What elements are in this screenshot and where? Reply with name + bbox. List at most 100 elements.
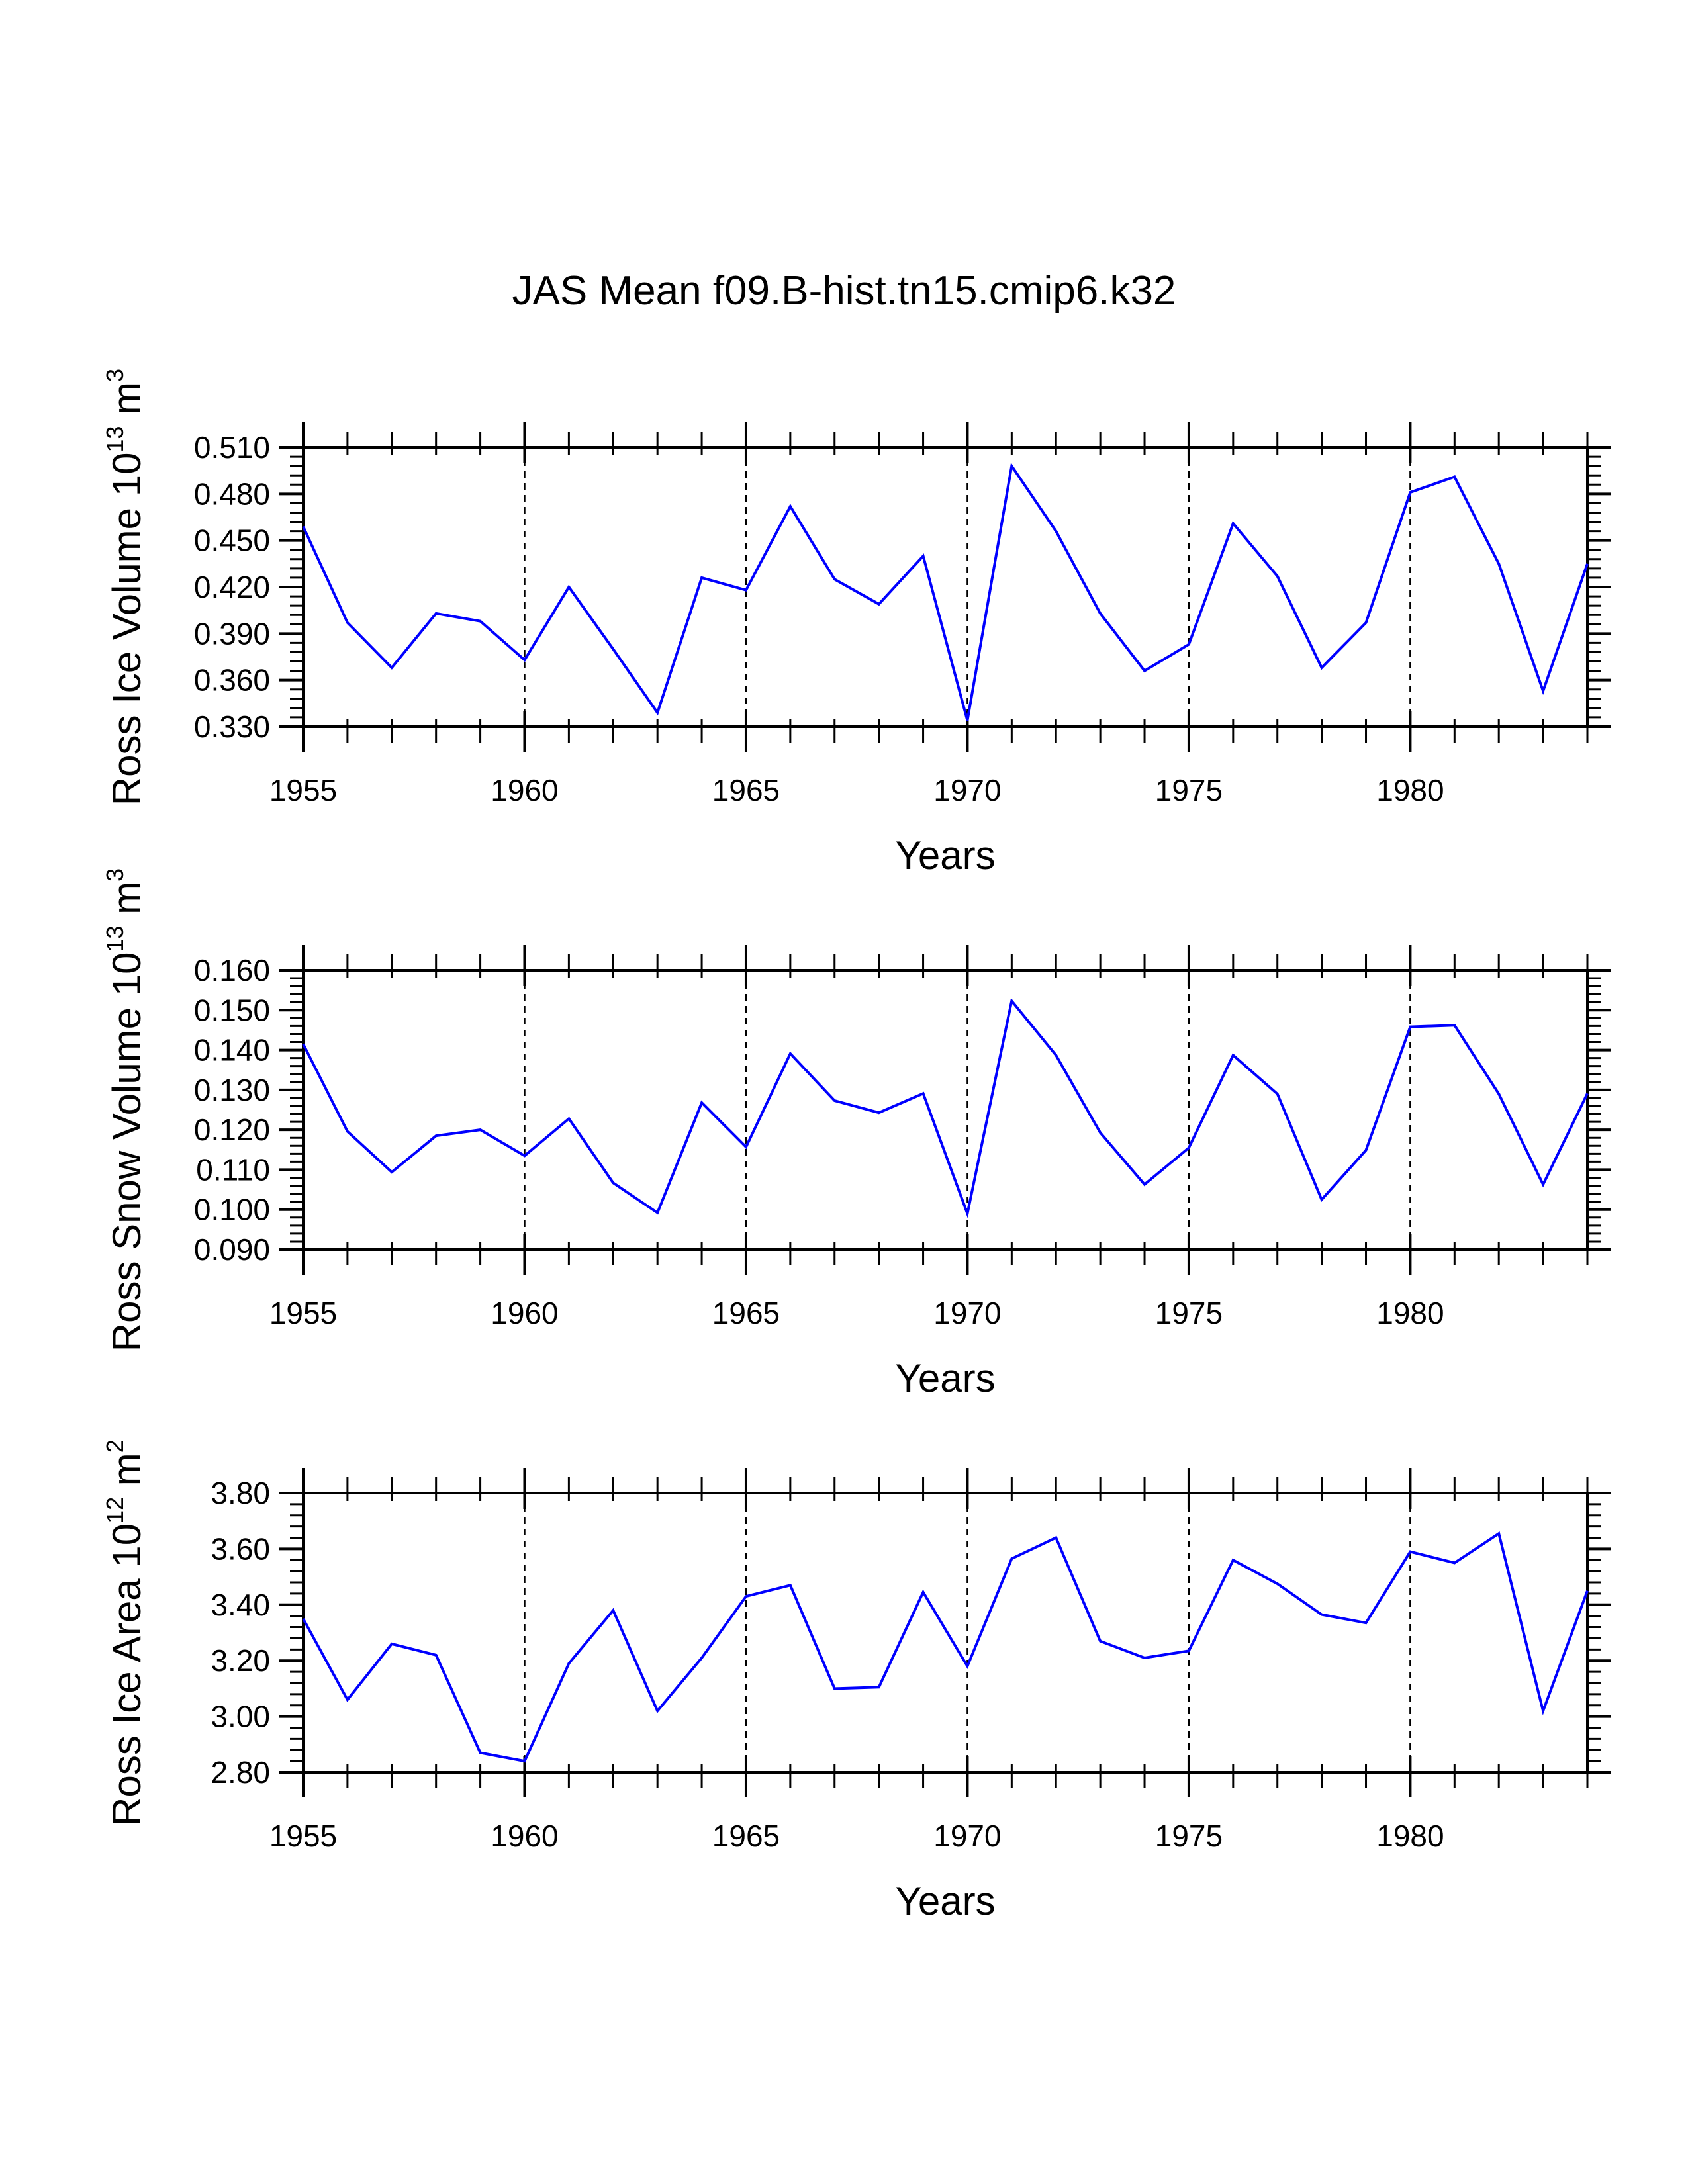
ross-snow-volume-point-1977 — [1276, 1092, 1280, 1096]
ross-ice-area-y-axis-title-unit-exp: 2 — [101, 1439, 128, 1453]
ross-ice-area-point-1984 — [1585, 1589, 1589, 1593]
ross-snow-volume-xtick-label: 1970 — [933, 1296, 1001, 1330]
ross-snow-volume-point-1959 — [479, 1128, 483, 1132]
ross-ice-area-point-1973 — [1098, 1639, 1102, 1643]
ross-ice-area-point-1963 — [655, 1709, 659, 1713]
ross-ice-area-point-1969 — [921, 1590, 925, 1594]
ross-ice-volume-point-1979 — [1364, 621, 1368, 625]
ross-ice-volume-point-1974 — [1143, 669, 1147, 673]
ross-ice-area-point-1958 — [434, 1653, 438, 1657]
ross-ice-area-panel: 2.80 3.00 3.20 3.40 3.60 3.80 1955 1960 1965 1970… — [101, 1439, 1611, 1923]
ross-snow-volume-ytick-label: 0.160 — [194, 953, 270, 987]
ross-ice-volume-point-1970 — [965, 719, 969, 723]
ross-snow-volume-xtick-label: 1960 — [491, 1296, 558, 1330]
ross-ice-area-y-axis-title-exp: 12 — [101, 1497, 128, 1524]
ross-ice-volume-point-1963 — [655, 711, 659, 715]
ross-ice-volume-point-1975 — [1187, 643, 1191, 647]
ross-snow-volume-series-line — [302, 997, 1589, 1218]
ross-snow-volume-ytick-label: 0.130 — [194, 1073, 270, 1107]
ross-ice-volume-xtick-label: 1975 — [1155, 773, 1223, 807]
ross-ice-volume-xtick-label: 1980 — [1376, 773, 1444, 807]
ross-snow-volume-point-1956 — [346, 1130, 350, 1134]
ross-ice-area-ytick-label: 3.40 — [211, 1588, 270, 1622]
ross-snow-volume-point-1966 — [788, 1052, 792, 1056]
ross-ice-area-point-1966 — [788, 1583, 792, 1587]
ross-ice-area-point-1967 — [833, 1686, 837, 1690]
ross-ice-volume-x-axis-title: Years — [895, 833, 995, 878]
ross-snow-volume-point-1958 — [434, 1134, 438, 1138]
ross-ice-volume-series-line — [302, 462, 1589, 721]
ross-ice-area-point-1959 — [479, 1751, 483, 1754]
ross-snow-volume-ytick-label: 0.120 — [194, 1113, 270, 1147]
ross-snow-volume-x-axis-title: Years — [895, 1356, 995, 1400]
ross-ice-area-ytick-label: 3.60 — [211, 1531, 270, 1566]
ross-snow-volume-point-1962 — [611, 1181, 615, 1185]
ross-ice-area-point-1975 — [1187, 1649, 1191, 1653]
ross-ice-volume-point-1982 — [1497, 562, 1501, 566]
ross-ice-area-point-1961 — [567, 1661, 571, 1665]
ross-snow-volume-point-1972 — [1054, 1053, 1058, 1057]
ross-snow-volume-ytick-label: 0.090 — [194, 1232, 270, 1267]
ross-snow-volume-point-1983 — [1541, 1183, 1545, 1187]
ross-ice-volume-point-1959 — [479, 619, 483, 623]
ross-snow-volume-point-1973 — [1098, 1130, 1102, 1134]
ross-snow-volume-panel: 0.090 0.100 0.110 0.120 0.130 0.140 0.150 0.160… — [101, 868, 1611, 1400]
ross-ice-volume-point-1956 — [346, 621, 350, 625]
ross-snow-volume-point-1974 — [1143, 1183, 1147, 1187]
ross-ice-area-point-1960 — [522, 1759, 526, 1763]
ross-snow-volume-point-1969 — [921, 1091, 925, 1095]
ross-snow-volume-y-axis-title-base: Ross Snow Volume 10 — [105, 952, 149, 1352]
ross-ice-area-point-1972 — [1054, 1536, 1058, 1540]
ross-snow-volume-point-1970 — [965, 1212, 969, 1216]
ross-ice-area-point-1955 — [301, 1617, 305, 1621]
ross-ice-area-point-1957 — [390, 1642, 394, 1646]
ross-snow-volume-ytick-label: 0.100 — [194, 1193, 270, 1227]
ross-ice-area-point-1980 — [1408, 1550, 1412, 1554]
ross-ice-volume-point-1962 — [611, 647, 615, 651]
ross-snow-volume-y-axis-title-unit: m — [105, 882, 149, 926]
ross-ice-volume-point-1976 — [1231, 522, 1235, 525]
ross-ice-volume-ytick-label: 0.360 — [194, 663, 270, 698]
ross-ice-volume-panel: 0.330 0.360 0.390 0.420 0.450 0.480 0.510 1955 1… — [101, 369, 1611, 878]
ross-ice-area-series-line — [302, 1531, 1589, 1763]
ross-ice-area-point-1968 — [877, 1685, 881, 1689]
ross-snow-volume-ytick-label: 0.140 — [194, 1033, 270, 1068]
ross-ice-area-point-1983 — [1541, 1709, 1545, 1713]
ross-snow-volume-ytick-label: 0.110 — [196, 1152, 270, 1187]
ross-ice-volume-point-1983 — [1541, 689, 1545, 693]
ross-snow-volume-point-1963 — [655, 1211, 659, 1215]
ross-snow-volume-point-1957 — [390, 1170, 394, 1174]
ross-ice-volume-point-1958 — [434, 612, 438, 615]
ross-snow-volume-point-1955 — [301, 1042, 305, 1046]
ross-snow-volume-point-1982 — [1497, 1092, 1501, 1096]
ross-ice-volume-point-1969 — [921, 554, 925, 558]
ross-snow-volume-point-1965 — [744, 1145, 748, 1149]
ross-ice-volume-ytick-label: 0.420 — [194, 570, 270, 604]
ross-ice-area-y-axis-title-unit: m — [105, 1453, 149, 1497]
ross-ice-area-ytick-label: 3.80 — [211, 1476, 270, 1510]
ross-snow-volume-point-1975 — [1187, 1146, 1191, 1150]
ross-ice-volume-point-1957 — [390, 666, 394, 670]
ross-ice-volume-ytick-label: 0.390 — [194, 616, 270, 651]
ross-snow-volume-xtick-label: 1975 — [1155, 1296, 1223, 1330]
ross-ice-volume-plot-frame — [302, 446, 1589, 728]
ross-ice-volume-point-1968 — [877, 602, 881, 606]
ross-ice-volume-y-axis-title: Ross Ice Volume 1013 m3 — [101, 369, 149, 805]
ross-snow-volume-y-axis-title-exp: 13 — [101, 925, 128, 952]
ross-ice-area-point-1970 — [965, 1664, 969, 1668]
ross-ice-volume-point-1960 — [522, 658, 526, 662]
ross-ice-area-point-1978 — [1320, 1613, 1324, 1617]
ross-ice-volume-y-axis-title-base: Ross Ice Volume 10 — [105, 453, 149, 806]
ross-ice-area-point-1962 — [611, 1608, 615, 1612]
ross-ice-volume-y-axis-title-unit: m — [105, 382, 149, 426]
ross-ice-volume-point-1961 — [567, 585, 571, 589]
ross-ice-volume-xtick-label: 1955 — [269, 773, 337, 807]
ross-ice-area-point-1976 — [1231, 1558, 1235, 1562]
ross-ice-volume-ytick-label: 0.480 — [194, 477, 270, 511]
ross-ice-volume-point-1967 — [833, 577, 837, 581]
ross-ice-volume-y-axis-title-unit-exp: 3 — [101, 369, 128, 382]
ross-ice-volume-xtick-label: 1970 — [933, 773, 1001, 807]
ross-ice-volume-point-1981 — [1452, 475, 1456, 479]
ross-snow-volume-point-1960 — [522, 1154, 526, 1158]
